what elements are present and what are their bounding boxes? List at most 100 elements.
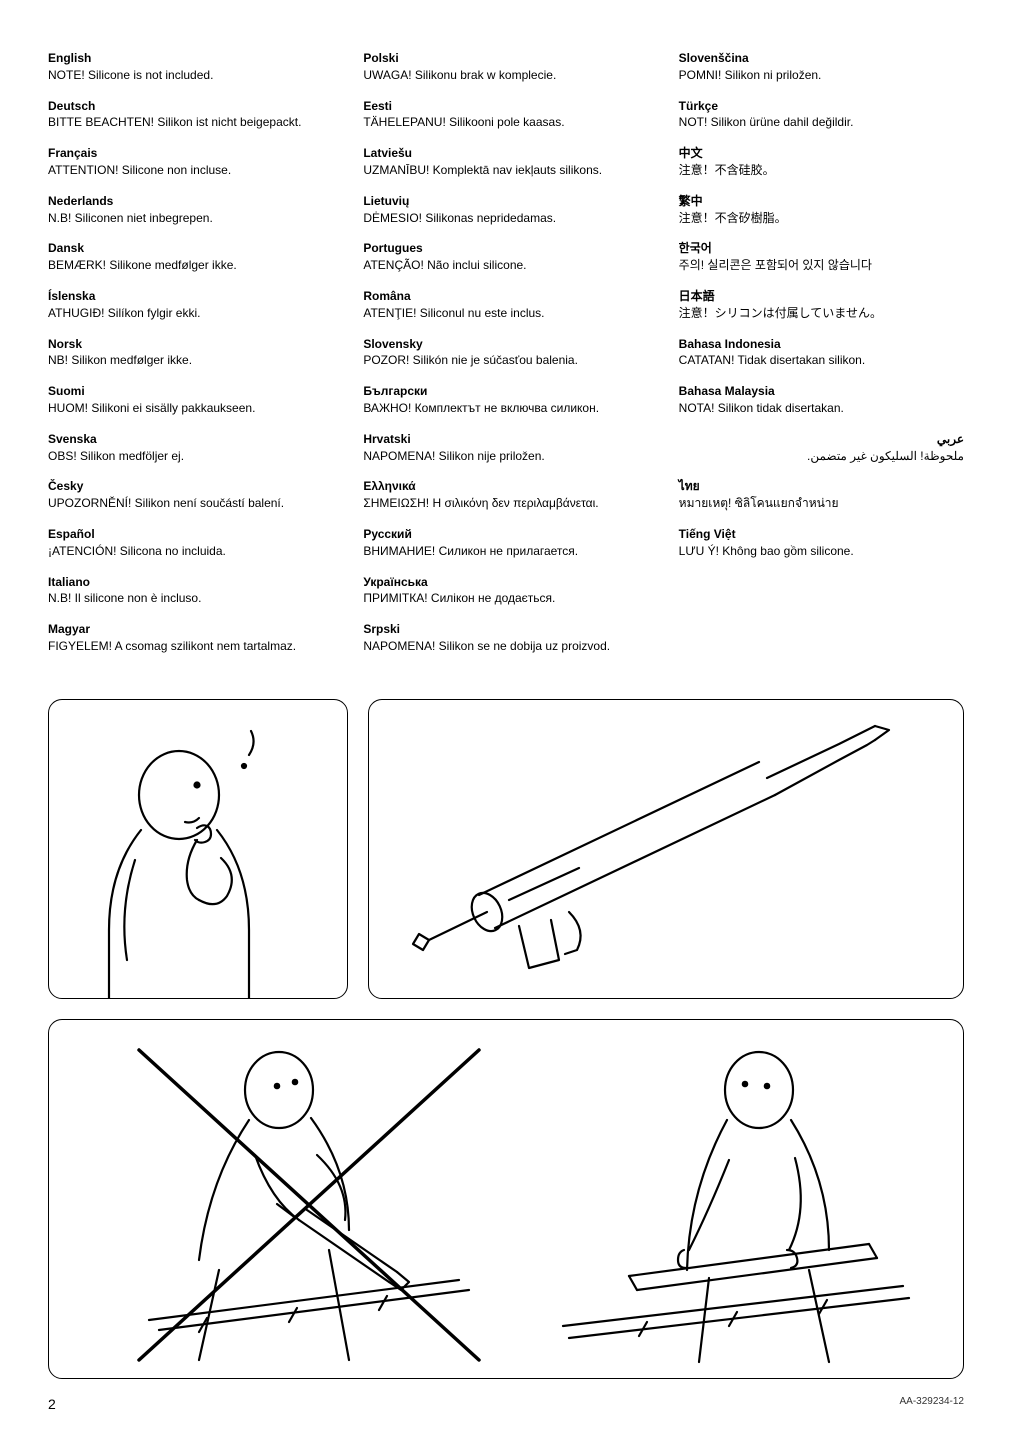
- language-text: POZOR! Silikón nie je súčasťou balenia.: [363, 353, 578, 367]
- language-text: ¡ATENCIÓN! Silicona no incluida.: [48, 544, 226, 558]
- illustration-row-2: [48, 1019, 964, 1379]
- language-entry: SlovenščinaPOMNI! Silikon ni priložen.: [679, 50, 964, 84]
- language-text: ATTENTION! Silicone non incluse.: [48, 163, 231, 177]
- language-text: ВАЖНО! Комплектът не включва силикон.: [363, 401, 599, 415]
- language-entry: SrpskiNAPOMENA! Silikon se ne dobija uz …: [363, 621, 648, 655]
- language-entry: Bahasa IndonesiaCATATAN! Tidak disertaka…: [679, 336, 964, 370]
- language-name: Slovensky: [363, 336, 648, 353]
- language-entry: Tiếng ViệtLƯU Ý! Không bao gồm silicone.: [679, 526, 964, 560]
- language-name: Srpski: [363, 621, 648, 638]
- language-text: N.B! Il silicone non è incluso.: [48, 591, 201, 605]
- language-name: Eesti: [363, 98, 648, 115]
- language-text: BITTE BEACHTEN! Silikon ist nicht beigep…: [48, 115, 301, 129]
- illustration-row-1: [48, 699, 964, 999]
- language-entry: Bahasa MalaysiaNOTA! Silikon tidak diser…: [679, 383, 964, 417]
- language-name: English: [48, 50, 333, 67]
- language-name: Bahasa Malaysia: [679, 383, 964, 400]
- language-text: FIGYELEM! A csomag szilikont nem tartalm…: [48, 639, 296, 653]
- language-entry: FrançaisATTENTION! Silicone non incluse.: [48, 145, 333, 179]
- language-entry: DanskBEMÆRK! Silikone medfølger ikke.: [48, 240, 333, 274]
- language-name: Portugues: [363, 240, 648, 257]
- language-name: Español: [48, 526, 333, 543]
- language-text: ATENÇÃO! Não inclui silicone.: [363, 258, 526, 272]
- language-text: CATATAN! Tidak disertakan silikon.: [679, 353, 866, 367]
- language-name: Česky: [48, 478, 333, 495]
- document-code: AA-329234-12: [900, 1396, 965, 1412]
- language-entry: DeutschBITTE BEACHTEN! Silikon ist nicht…: [48, 98, 333, 132]
- illustration-flooring-comparison: [48, 1019, 964, 1379]
- language-name: Български: [363, 383, 648, 400]
- language-text: OBS! Silikon medföljer ej.: [48, 449, 184, 463]
- language-entry: عربيملحوظة! السليكون غير متضمن.: [679, 431, 964, 465]
- language-entry: NederlandsN.B! Siliconen niet inbegrepen…: [48, 193, 333, 227]
- language-entry: PortuguesATENÇÃO! Não inclui silicone.: [363, 240, 648, 274]
- language-name: Türkçe: [679, 98, 964, 115]
- language-name: Русский: [363, 526, 648, 543]
- page-number: 2: [48, 1396, 56, 1412]
- language-name: 中文: [679, 145, 964, 162]
- language-name: Tiếng Việt: [679, 526, 964, 543]
- language-text: UZMANĪBU! Komplektā nav iekļauts silikon…: [363, 163, 602, 177]
- language-text: POMNI! Silikon ni priložen.: [679, 68, 822, 82]
- language-entry: ČeskyUPOZORNĚNÍ! Silikon není součástí b…: [48, 478, 333, 512]
- language-entry: RomânaATENŢIE! Siliconul nu este inclus.: [363, 288, 648, 322]
- language-columns: EnglishNOTE! Silicone is not included. De…: [48, 50, 964, 669]
- language-name: Deutsch: [48, 98, 333, 115]
- language-text: NOT! Silikon ürüne dahil değildir.: [679, 115, 854, 129]
- language-text: ATENŢIE! Siliconul nu este inclus.: [363, 306, 544, 320]
- language-entry: PolskiUWAGA! Silikonu brak w komplecie.: [363, 50, 648, 84]
- language-name: Svenska: [48, 431, 333, 448]
- language-name: Italiano: [48, 574, 333, 591]
- language-text: ATHUGIÐ! Silíkon fylgir ekki.: [48, 306, 200, 320]
- language-name: عربي: [679, 431, 964, 448]
- language-entry: MagyarFIGYELEM! A csomag szilikont nem t…: [48, 621, 333, 655]
- language-entry: БългарскиВАЖНО! Комплектът не включва си…: [363, 383, 648, 417]
- language-text: หมายเหตุ! ซิลิโคนแยกจำหน่าย: [679, 496, 839, 510]
- language-text: NAPOMENA! Silikon nije priložen.: [363, 449, 544, 463]
- language-text: 주의! 실리콘은 포함되어 있지 않습니다: [679, 258, 872, 272]
- language-entry: Español¡ATENCIÓN! Silicona no incluida.: [48, 526, 333, 560]
- language-entry: HrvatskiNAPOMENA! Silikon nije priložen.: [363, 431, 648, 465]
- language-name: 繁中: [679, 193, 964, 210]
- language-entry: ItalianoN.B! Il silicone non è incluso.: [48, 574, 333, 608]
- language-text: 注意！シリコンは付属していません。: [679, 306, 882, 320]
- language-name: Norsk: [48, 336, 333, 353]
- language-name: Íslenska: [48, 288, 333, 305]
- language-text: BEMÆRK! Silikone medfølger ikke.: [48, 258, 237, 272]
- language-name: Lietuvių: [363, 193, 648, 210]
- language-name: Dansk: [48, 240, 333, 257]
- language-text: UPOZORNĚNÍ! Silikon není součástí balení…: [48, 496, 284, 510]
- language-entry: EestiTÄHELEPANU! Silikooni pole kaasas.: [363, 98, 648, 132]
- language-text: NOTE! Silicone is not included.: [48, 68, 213, 82]
- language-name: Ελληνικά: [363, 478, 648, 495]
- language-text: LƯU Ý! Không bao gồm silicone.: [679, 544, 854, 558]
- language-text: NOTA! Silikon tidak disertakan.: [679, 401, 844, 415]
- column-2: PolskiUWAGA! Silikonu brak w komplecie. E…: [363, 50, 648, 669]
- language-entry: 日本語注意！シリコンは付属していません。: [679, 288, 964, 322]
- language-name: Magyar: [48, 621, 333, 638]
- language-entry: 繁中注意！不含矽樹脂。: [679, 193, 964, 227]
- language-entry: TürkçeNOT! Silikon ürüne dahil değildir.: [679, 98, 964, 132]
- language-name: Slovenščina: [679, 50, 964, 67]
- language-entry: EnglishNOTE! Silicone is not included.: [48, 50, 333, 84]
- language-text: HUOM! Silikoni ei sisälly pakkaukseen.: [48, 401, 255, 415]
- language-name: Suomi: [48, 383, 333, 400]
- language-text: 注意！不含硅胶。: [679, 163, 775, 177]
- language-entry: УкраїнськаПРИМІТКА! Силікон не додається…: [363, 574, 648, 608]
- language-name: ไทย: [679, 478, 964, 495]
- language-name: Українська: [363, 574, 648, 591]
- column-3: SlovenščinaPOMNI! Silikon ni priložen. Tü…: [679, 50, 964, 669]
- illustration-caulk-gun: [368, 699, 964, 999]
- language-entry: 中文注意！不含硅胶。: [679, 145, 964, 179]
- footer: 2 AA-329234-12: [48, 1396, 964, 1412]
- language-text: DĖMESIO! Silikonas nepridedamas.: [363, 211, 556, 225]
- illustrations: [48, 699, 964, 1379]
- language-text: NAPOMENA! Silikon se ne dobija uz proizv…: [363, 639, 610, 653]
- illustration-person-thinking: [48, 699, 348, 999]
- language-text: N.B! Siliconen niet inbegrepen.: [48, 211, 213, 225]
- language-text: ПРИМІТКА! Силікон не додається.: [363, 591, 555, 605]
- language-entry: 한국어주의! 실리콘은 포함되어 있지 않습니다: [679, 240, 964, 274]
- language-name: 日本語: [679, 288, 964, 305]
- language-text: UWAGA! Silikonu brak w komplecie.: [363, 68, 556, 82]
- language-name: Româna: [363, 288, 648, 305]
